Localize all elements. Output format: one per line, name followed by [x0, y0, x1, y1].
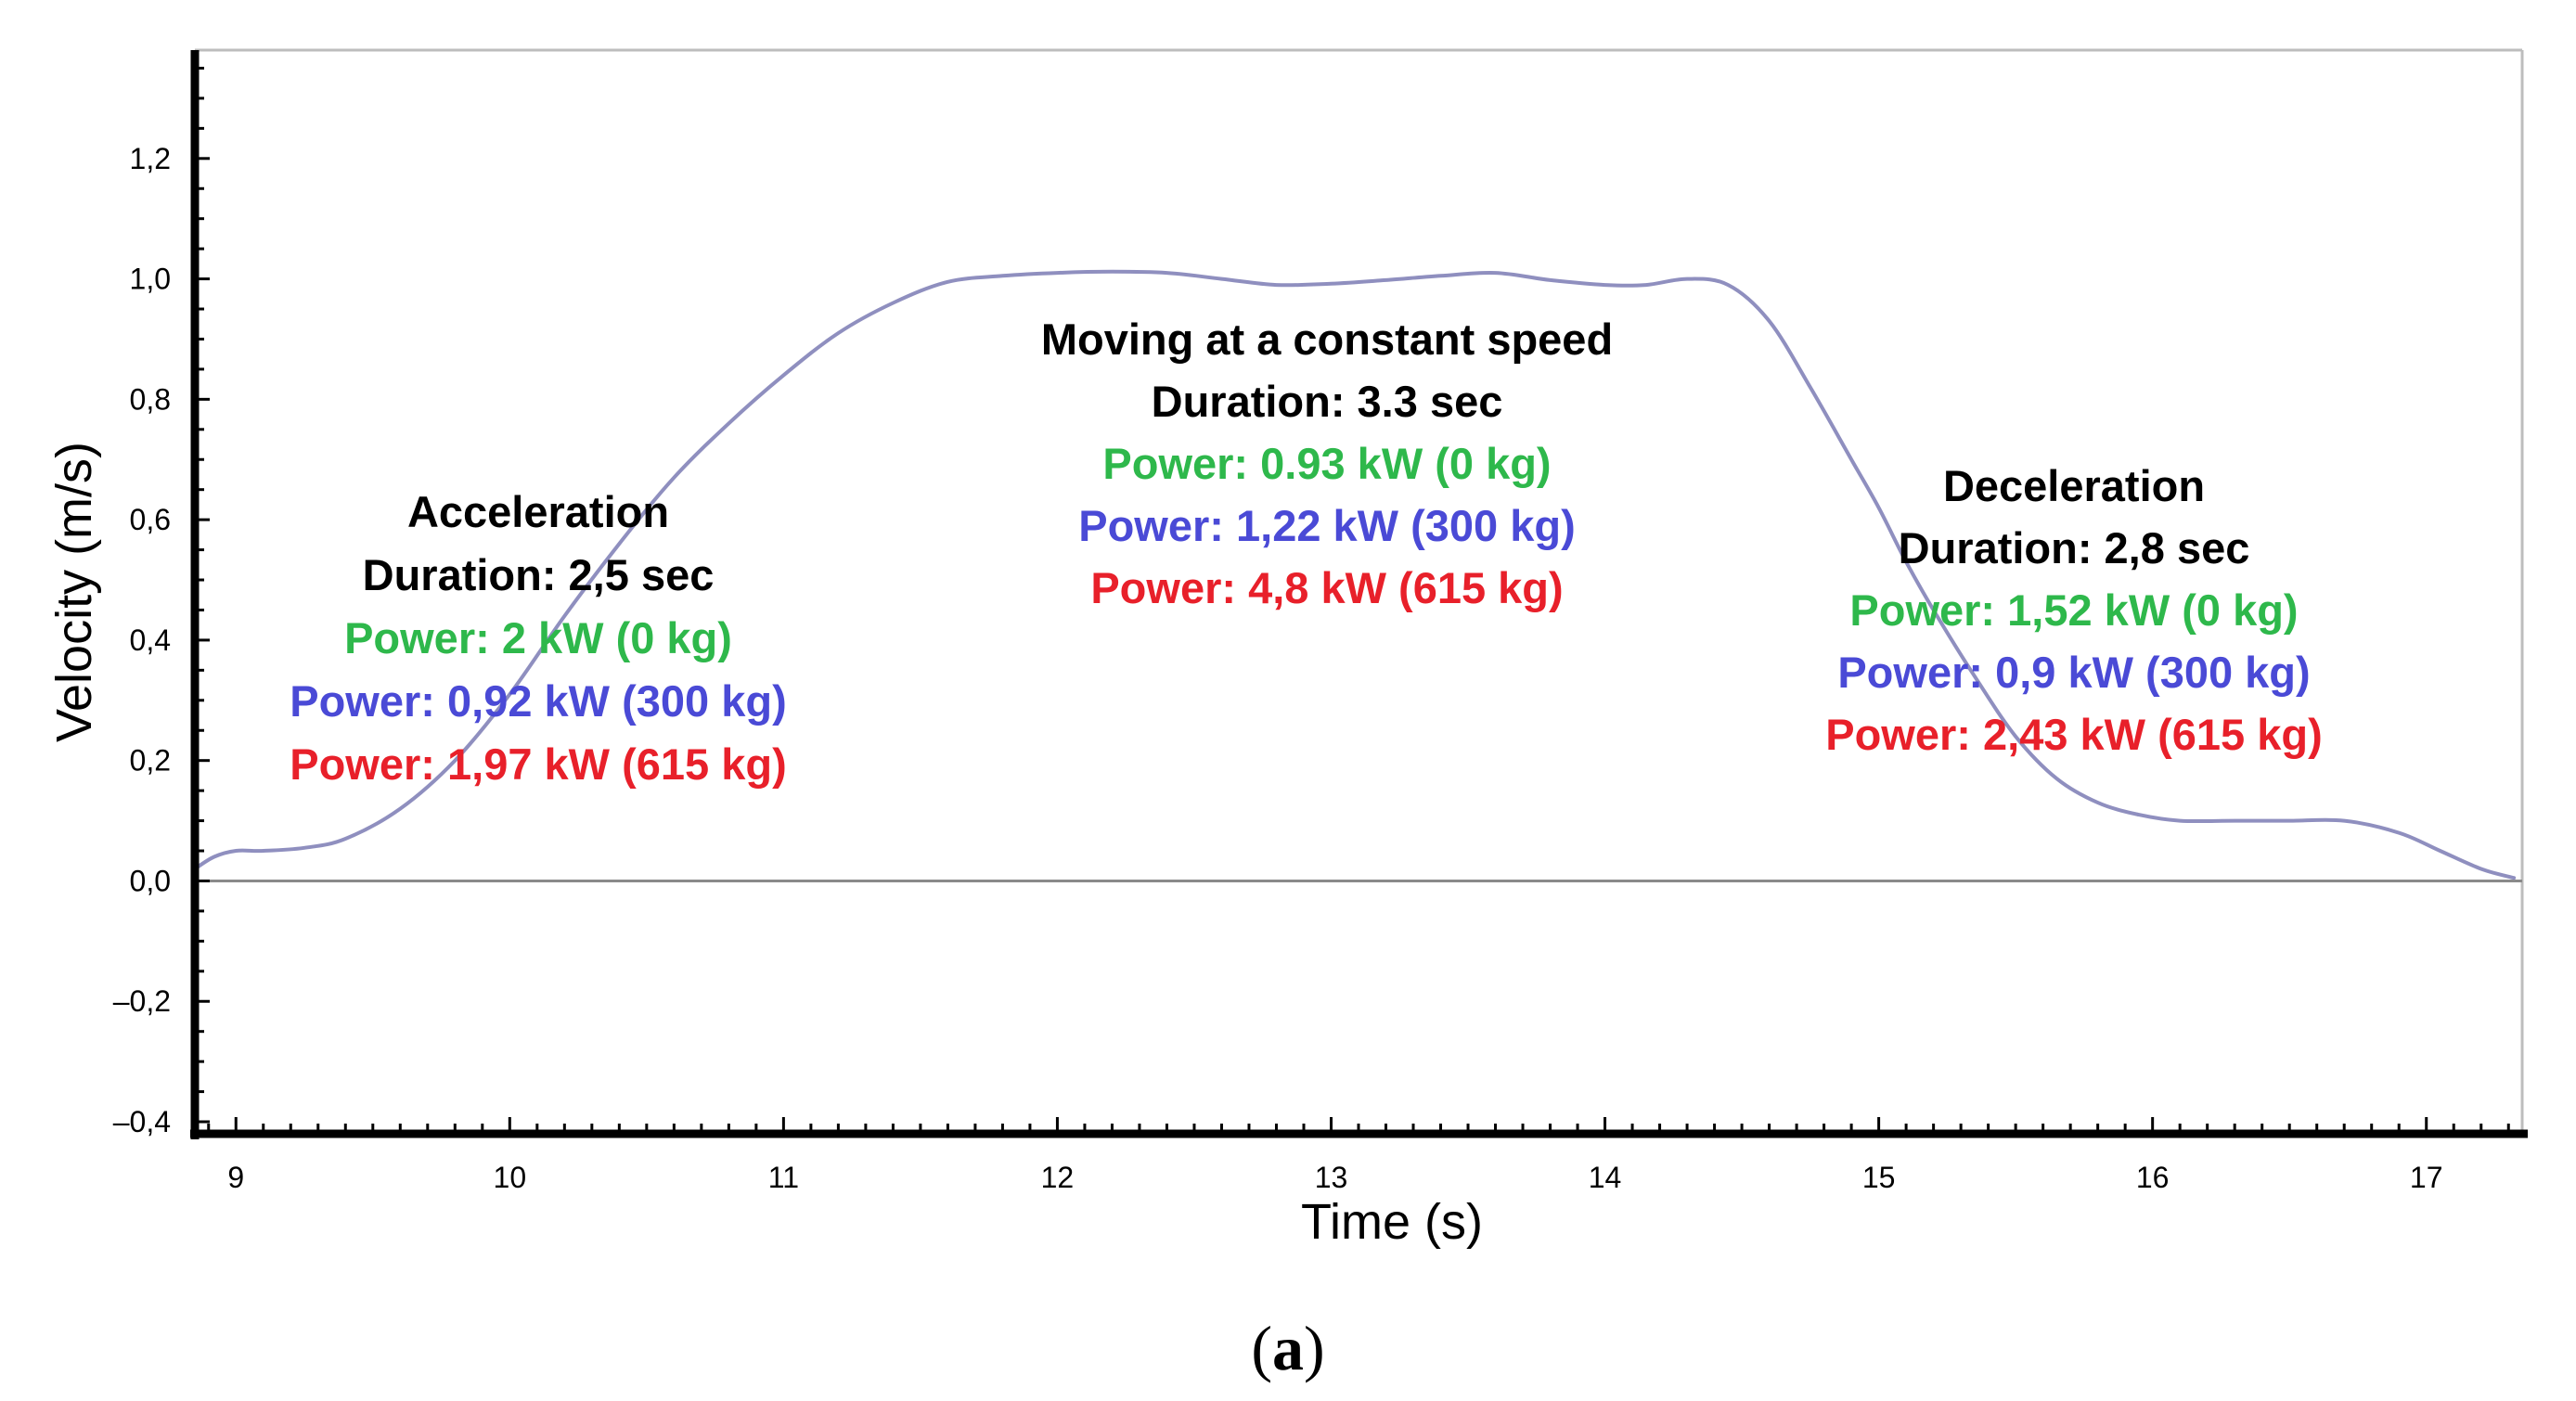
- y-tick-label: 0,4: [130, 623, 171, 657]
- x-tick-label: 14: [1589, 1161, 1622, 1194]
- annotation-line: Power: 4,8 kW (615 kg): [1090, 563, 1563, 612]
- x-tick-label: 10: [494, 1161, 527, 1194]
- y-tick-label: 0,2: [130, 744, 171, 778]
- annotation-line: Power: 1,97 kW (615 kg): [290, 739, 786, 789]
- annotation-line: Deceleration: [1943, 461, 2205, 510]
- velocity-series-line: [193, 269, 2517, 880]
- subfigure-caption: (a): [1251, 1313, 1324, 1383]
- annotation-line: Acceleration: [407, 487, 669, 536]
- annotation-line: Moving at a constant speed: [1041, 315, 1613, 364]
- y-tick-label: –0,4: [113, 1105, 171, 1138]
- y-tick-label: 1,2: [130, 142, 171, 175]
- annotations: Acceleration Duration: 2,5 sec Power: 2 kW…: [290, 315, 2322, 789]
- annotation-line: Power: 1,22 kW (300 kg): [1078, 501, 1575, 550]
- x-tick-label: 9: [227, 1161, 244, 1194]
- annotation-line: Power: 0,92 kW (300 kg): [290, 676, 786, 726]
- x-tick-label: 11: [768, 1161, 799, 1194]
- annotation-line: Power: 2,43 kW (615 kg): [1825, 710, 2322, 759]
- annotation-line: Power: 1,52 kW (0 kg): [1849, 585, 2298, 635]
- annotation-line: Duration: 2,5 sec: [363, 550, 715, 599]
- caption-open: (: [1251, 1313, 1272, 1383]
- tick-marks: [195, 66, 2510, 1134]
- y-tick-label: –0,2: [113, 984, 171, 1018]
- annotation-line: Power: 2 kW (0 kg): [344, 613, 732, 662]
- y-tick-label: 0,6: [130, 503, 171, 536]
- x-tick-label: 16: [2136, 1161, 2170, 1194]
- x-tick-label: 13: [1315, 1161, 1348, 1194]
- y-axis-title: Velocity (m/s): [46, 442, 102, 742]
- annotation-line: Duration: 3.3 sec: [1152, 377, 1503, 426]
- x-tick-label: 17: [2410, 1161, 2443, 1194]
- caption-close: ): [1304, 1313, 1325, 1383]
- annotation-line: Power: 0,9 kW (300 kg): [1837, 648, 2310, 697]
- x-tick-label: 12: [1041, 1161, 1075, 1194]
- y-tick-label: 0,8: [130, 382, 171, 416]
- tick-labels: –0,4 –0,2 0,0 0,2 0,4 0,6 0,8 1,0 1,2 9 10 11 12 13 14…: [113, 142, 2443, 1194]
- y-tick-label: 0,0: [130, 864, 171, 897]
- caption-letter: a: [1272, 1313, 1304, 1383]
- x-tick-label: 15: [1862, 1161, 1896, 1194]
- x-axis-title: Time (s): [1301, 1194, 1483, 1250]
- y-tick-label: 1,0: [130, 263, 171, 296]
- annotation-line: Duration: 2,8 sec: [1899, 523, 2250, 572]
- annotation-line: Power: 0.93 kW (0 kg): [1102, 439, 1551, 488]
